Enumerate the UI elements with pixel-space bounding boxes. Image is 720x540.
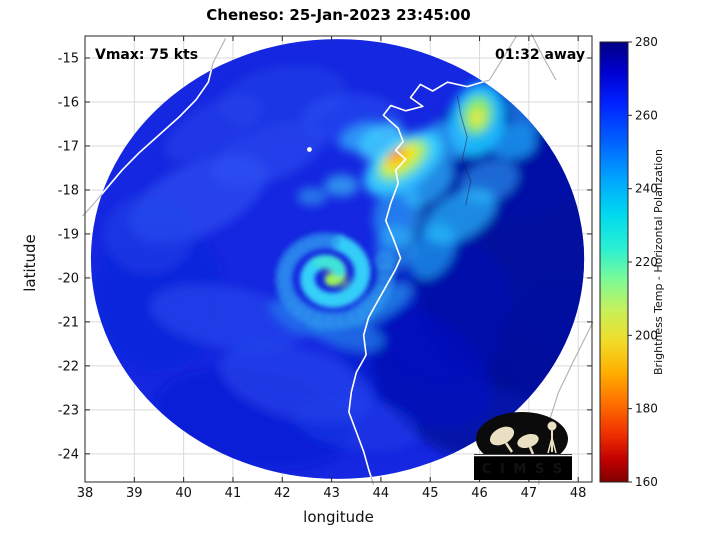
y-tick-label: -24 [58, 447, 79, 462]
tick-labels: 38 39 40 41 42 43 44 45 46 47 48 -15 -16 -17 -18 -19 -20… [58, 51, 587, 501]
x-tick-label: 45 [422, 486, 439, 501]
vmax-annotation: Vmax: 75 kts [95, 47, 199, 63]
y-tick-label: -17 [58, 139, 79, 154]
missing-data-speck [307, 147, 312, 152]
x-tick-label: 38 [77, 486, 94, 501]
axis-ticks [84, 36, 592, 482]
eta-annotation: 01:32 away [495, 47, 585, 63]
x-tick-label: 41 [225, 486, 242, 501]
y-tick-label: -20 [58, 271, 79, 286]
satellite-dish-icon-2 [517, 433, 539, 449]
colorbar-tick-label: 180 [635, 402, 658, 416]
betsiboka-river [456, 95, 472, 206]
colorbar-tick-label: 280 [635, 35, 658, 49]
swath-features [94, 65, 585, 470]
antenna-leg-2 [551, 437, 557, 454]
x-tick-label: 42 [274, 486, 291, 501]
logo-banner [474, 454, 572, 480]
antenna-leg [547, 437, 553, 454]
y-tick-label: -23 [58, 403, 79, 418]
colorbar-label: Brightness Temp - Horizontal Polarizatio… [652, 149, 665, 375]
colorbar-tick-label: 260 [635, 108, 658, 122]
satellite-dish-icon [489, 426, 515, 446]
x-tick-label: 46 [471, 486, 488, 501]
madagascar-northeast-coast-outer [530, 33, 557, 81]
colorbar-tick-label: 160 [635, 475, 658, 489]
colorbar [599, 41, 629, 483]
y-tick-label: -22 [58, 359, 79, 374]
y-tick-label: -16 [58, 95, 79, 110]
y-axis-label: latitude [21, 234, 39, 292]
x-tick-label: 47 [521, 486, 538, 501]
chart-title: Cheneso: 25-Jan-2023 23:45:00 [206, 6, 471, 24]
colorbar-tick-label: 240 [635, 182, 658, 196]
y-tick-label: -19 [58, 227, 79, 242]
dish-mount [504, 442, 514, 453]
mozambique-coast [90, 39, 227, 217]
y-tick-label: -21 [58, 315, 79, 330]
x-tick-label: 40 [175, 486, 192, 501]
x-tick-label: 48 [570, 486, 587, 501]
colorbar-tick-label: 200 [635, 328, 658, 342]
x-axis-label: longitude [303, 508, 374, 526]
colorbar-tick-label: 220 [635, 255, 658, 269]
spiral-band [274, 231, 397, 331]
logo-text: C I M S S [482, 462, 564, 477]
y-tick-label: -18 [58, 183, 79, 198]
x-tick-label: 44 [373, 486, 390, 501]
x-tick-label: 39 [126, 486, 143, 501]
antenna-tower-icon [547, 421, 557, 431]
axes-frame [84, 35, 593, 483]
cimss-logo: C I M S S [474, 412, 572, 480]
madagascar-west-coast [348, 39, 518, 479]
y-tick-label: -15 [58, 51, 79, 66]
dish-mount-2 [528, 446, 535, 455]
colorbar-ticks: 280 260 240 220 200 180 160 [628, 35, 658, 489]
x-tick-label: 43 [323, 486, 340, 501]
